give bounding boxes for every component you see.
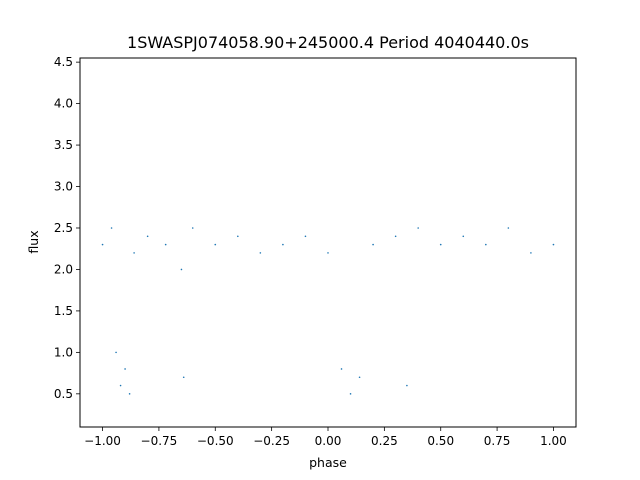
x-axis-label: phase <box>309 455 347 470</box>
data-point <box>133 252 135 254</box>
data-point <box>462 235 465 238</box>
data-point <box>340 368 343 370</box>
y-tick-label: 2.5 <box>54 221 73 235</box>
x-tick-label: 1.00 <box>540 434 567 448</box>
data-point <box>128 393 131 395</box>
data-point <box>394 235 397 238</box>
data-point <box>349 393 352 395</box>
data-point <box>191 227 194 229</box>
data-point <box>358 376 361 379</box>
y-tick-label: 1.5 <box>54 304 73 318</box>
y-tick-label: 3.5 <box>54 138 73 152</box>
data-point <box>115 351 117 354</box>
chart-title: 1SWASPJ074058.90+245000.4 Period 4040440… <box>127 33 529 52</box>
data-point <box>180 268 183 271</box>
data-point <box>439 243 442 246</box>
data-point <box>406 384 408 387</box>
x-tick-label: 0.50 <box>427 434 454 448</box>
data-point <box>164 243 167 246</box>
x-tick-label: −0.25 <box>253 434 290 448</box>
data-point <box>530 252 532 254</box>
data-point <box>485 243 487 246</box>
y-axis-label: flux <box>26 230 41 253</box>
x-tick-label: −0.50 <box>197 434 234 448</box>
data-point <box>110 227 113 229</box>
y-tick-label: 2.0 <box>54 262 73 276</box>
y-tick-label: 4.0 <box>54 97 73 111</box>
x-tick-label: 0.25 <box>371 434 398 448</box>
data-point <box>101 243 104 246</box>
data-point <box>507 227 510 229</box>
y-tick-label: 1.0 <box>54 345 73 359</box>
x-axis-ticks: −1.00 −0.75 −0.50 −0.25 0.00 0.25 0.50 0.75 1.00 <box>84 427 567 448</box>
y-tick-label: 0.5 <box>54 387 73 401</box>
data-point <box>237 235 239 238</box>
data-point <box>214 243 217 246</box>
data-point <box>304 235 307 238</box>
data-point <box>119 384 122 387</box>
data-point <box>417 227 419 229</box>
x-tick-label: −1.00 <box>84 434 121 448</box>
x-tick-label: −0.75 <box>141 434 178 448</box>
data-point <box>182 376 185 379</box>
data-point <box>259 252 262 254</box>
data-point <box>327 252 329 254</box>
x-tick-label: 0.75 <box>484 434 511 448</box>
data-point <box>146 235 149 238</box>
data-points <box>101 227 555 395</box>
y-axis-ticks: 0.5 1.0 1.5 2.0 2.5 3.0 3.5 4.0 4.5 <box>54 55 80 401</box>
y-tick-label: 3.0 <box>54 180 73 194</box>
y-tick-label: 4.5 <box>54 55 73 69</box>
data-point <box>552 243 555 246</box>
data-point <box>124 368 126 370</box>
data-point <box>372 243 374 246</box>
x-tick-label: 0.00 <box>315 434 342 448</box>
data-point <box>282 243 284 246</box>
